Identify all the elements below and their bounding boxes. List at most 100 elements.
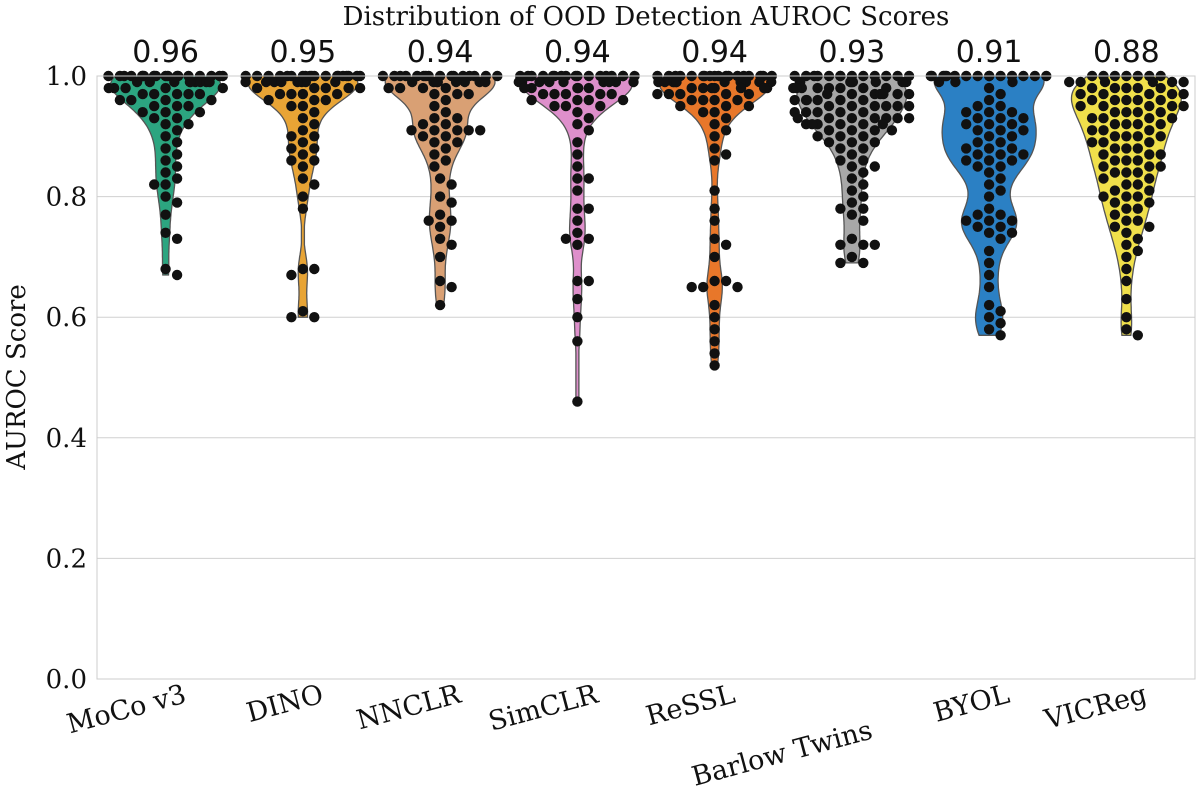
swarm-point — [847, 210, 857, 220]
swarm-point — [1121, 155, 1131, 165]
swarm-point — [160, 228, 170, 238]
swarm-point — [995, 137, 1005, 147]
swarm-point — [172, 197, 182, 207]
swarm-point — [549, 101, 559, 111]
swarm-point — [1087, 83, 1097, 93]
swarm-point — [1121, 143, 1131, 153]
swarm-point — [791, 83, 801, 93]
swarm-point — [904, 101, 914, 111]
swarm-point — [183, 89, 193, 99]
swarm-point — [835, 204, 845, 214]
swarm-point — [824, 125, 834, 135]
swarm-point — [418, 83, 428, 93]
swarm-point — [973, 101, 983, 111]
swarm-point — [172, 149, 182, 159]
swarm-point — [138, 89, 148, 99]
swarm-point — [309, 131, 319, 141]
swarm-point — [1167, 89, 1177, 99]
swarm-point — [1121, 191, 1131, 201]
swarm-point — [298, 173, 308, 183]
swarm-point — [812, 107, 822, 117]
swarm-point — [549, 89, 559, 99]
swarm-point — [218, 83, 228, 93]
swarm-point — [812, 95, 822, 105]
swarm-point — [1133, 95, 1143, 105]
swarm-point — [1007, 216, 1017, 226]
swarm-point — [1133, 179, 1143, 189]
swarm-point — [572, 161, 582, 171]
swarm-point — [847, 252, 857, 262]
swarm-point — [446, 216, 456, 226]
swarm-point — [435, 222, 445, 232]
swarm-point — [572, 119, 582, 129]
swarm-point — [759, 83, 769, 93]
swarm-point — [687, 282, 697, 292]
median-label: 0.96 — [132, 35, 199, 70]
swarm-point — [332, 89, 342, 99]
swarm-point — [172, 113, 182, 123]
swarm-point — [709, 336, 719, 346]
swarm-point — [572, 173, 582, 183]
swarm-point — [309, 312, 319, 322]
swarm-point — [1133, 143, 1143, 153]
swarm-point — [1110, 131, 1120, 141]
swarm-point — [429, 125, 439, 135]
swarm-point — [1098, 191, 1108, 201]
swarm-point — [835, 143, 845, 153]
swarm-point — [984, 258, 994, 268]
swarm-point — [1121, 107, 1131, 117]
swarm-point — [298, 113, 308, 123]
swarm-point — [995, 234, 1005, 244]
swarm-point — [1098, 101, 1108, 111]
swarm-point — [973, 125, 983, 135]
swarm-point — [973, 161, 983, 171]
swarm-point — [572, 204, 582, 214]
swarm-point — [584, 113, 594, 123]
swarm-point — [847, 185, 857, 195]
swarm-point — [464, 125, 474, 135]
swarm-point — [1121, 95, 1131, 105]
swarm-point — [744, 101, 754, 111]
y-tick-label: 1.0 — [46, 62, 87, 92]
swarm-point — [446, 282, 456, 292]
swarm-point — [1121, 294, 1131, 304]
swarm-point — [446, 179, 456, 189]
swarm-point — [298, 191, 308, 201]
swarm-point — [1007, 228, 1017, 238]
swarm-point — [1144, 113, 1154, 123]
swarm-point — [1133, 107, 1143, 117]
swarm-point — [721, 125, 731, 135]
swarm-point — [835, 83, 845, 93]
swarm-point — [441, 143, 451, 153]
swarm-point — [452, 137, 462, 147]
swarm-point — [604, 77, 614, 87]
swarm-point — [1110, 95, 1120, 105]
swarm-point — [115, 95, 125, 105]
swarm-point — [835, 155, 845, 165]
swarm-point — [160, 131, 170, 141]
swarm-point — [870, 101, 880, 111]
swarm-point — [892, 113, 902, 123]
swarm-point — [887, 125, 897, 135]
swarm-point — [584, 173, 594, 183]
swarm-point — [1121, 83, 1131, 93]
swarm-point — [812, 131, 822, 141]
swarm-point — [407, 77, 417, 87]
swarm-point — [584, 125, 594, 135]
swarm-point — [584, 83, 594, 93]
swarm-point — [1156, 83, 1166, 93]
swarm-point — [995, 210, 1005, 220]
swarm-point — [572, 185, 582, 195]
swarm-point — [1007, 143, 1017, 153]
swarm-point — [709, 131, 719, 141]
swarm-point — [172, 270, 182, 280]
swarm-point — [1144, 89, 1154, 99]
swarm-point — [149, 179, 159, 189]
swarm-point — [824, 101, 834, 111]
swarm-point — [441, 95, 451, 105]
swarm-point — [858, 83, 868, 93]
swarm-point — [1133, 246, 1143, 256]
swarm-point — [1121, 131, 1131, 141]
swarm-point — [286, 101, 296, 111]
swarm-point — [595, 89, 605, 99]
